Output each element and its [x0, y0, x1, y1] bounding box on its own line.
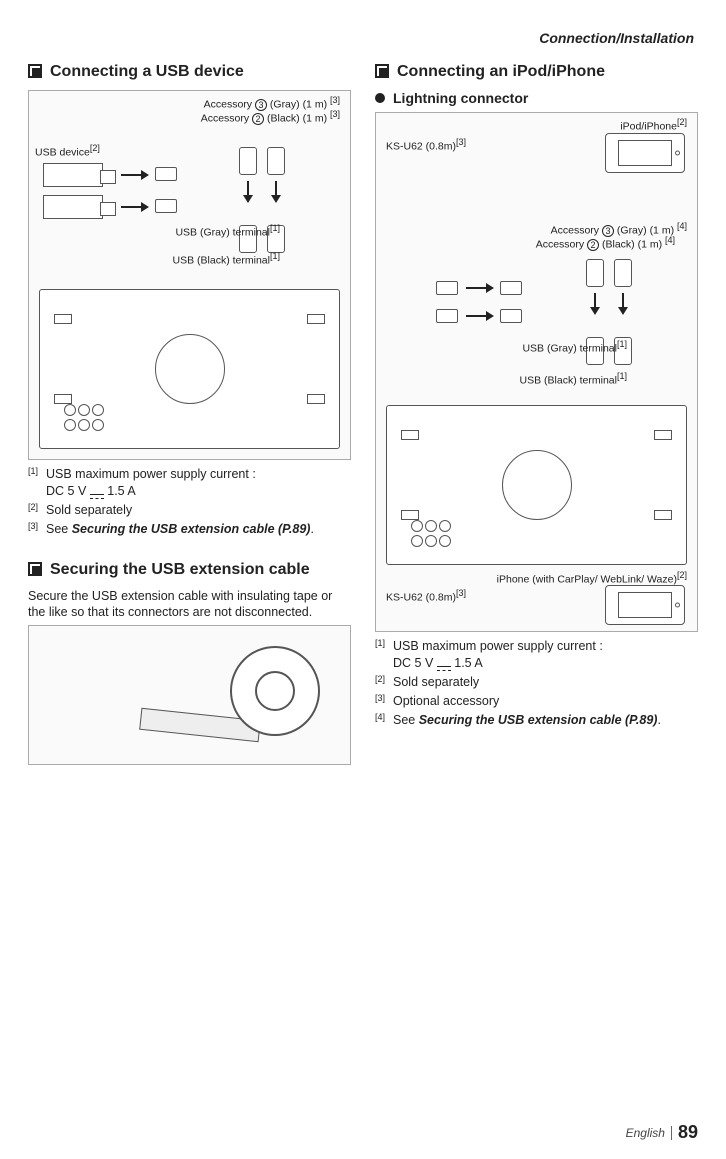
usb-device-icon-2 — [43, 195, 103, 219]
heading-securing-cable: Securing the USB extension cable — [28, 560, 351, 580]
plug-icon — [155, 167, 177, 181]
page-header: Connection/Installation — [28, 30, 698, 46]
label-iphone-carplay: iPhone (with CarPlay/ WebLink/ Waze)[2] — [497, 570, 687, 586]
notes-ipod: [1] USB maximum power supply current : D… — [375, 638, 698, 728]
label-usb-gray-terminal-r: USB (Gray) terminal[1] — [522, 339, 627, 355]
plug-icon — [436, 309, 458, 323]
heading-text: Securing the USB extension cable — [50, 560, 310, 580]
left-column: Connecting a USB device Accessory 3 (Gra… — [28, 56, 351, 771]
plug-icon — [500, 309, 522, 323]
notes-usb: [1] USB maximum power supply current : D… — [28, 466, 351, 538]
label-accessory-2: Accessory 2 (Black) (1 m) [3] — [201, 109, 340, 125]
label-ksu62-bottom: KS-U62 (0.8m)[3] — [386, 588, 466, 604]
usb-plug-icon — [267, 147, 285, 175]
arrow-down-icon — [594, 293, 596, 313]
square-bullet-icon — [375, 64, 389, 78]
page-footer: English 89 — [626, 1122, 698, 1143]
diagram-ipod-connection: iPod/iPhone[2] KS-U62 (0.8m)[3] Accessor… — [375, 112, 698, 632]
footer-separator — [671, 1126, 672, 1140]
label-usb-black-terminal: USB (Black) terminal[1] — [173, 251, 280, 267]
subheading-lightning: Lightning connector — [375, 90, 698, 106]
iphone-device-icon — [605, 585, 685, 625]
note-r2: [2] Sold separately — [375, 674, 698, 691]
note-r4: [4] See Securing the USB extension cable… — [375, 712, 698, 729]
note-r1: [1] USB maximum power supply current : D… — [375, 638, 698, 672]
plug-icon — [155, 199, 177, 213]
label-accessory-2-r: Accessory 2 (Black) (1 m) [4] — [536, 235, 675, 251]
plug-icon — [436, 281, 458, 295]
heading-text: Connecting a USB device — [50, 62, 244, 82]
head-unit-rear-icon — [39, 289, 340, 449]
diagram-tape — [28, 625, 351, 765]
heading-connecting-usb: Connecting a USB device — [28, 62, 351, 82]
usb-plug-icon — [614, 259, 632, 287]
label-ksu62-top: KS-U62 (0.8m)[3] — [386, 137, 466, 153]
usb-plug-icon — [239, 147, 257, 175]
label-usb-black-terminal-r: USB (Black) terminal[1] — [520, 371, 627, 387]
ipod-device-icon — [605, 133, 685, 173]
note-1: [1] USB maximum power supply current : D… — [28, 466, 351, 500]
usb-plug-icon — [586, 259, 604, 287]
arrow-down-icon — [247, 181, 249, 201]
plug-icon — [500, 281, 522, 295]
securing-cable-body: Secure the USB extension cable with insu… — [28, 588, 351, 622]
arrow-down-icon — [275, 181, 277, 201]
footer-language: English — [626, 1126, 665, 1140]
label-usb-gray-terminal: USB (Gray) terminal[1] — [175, 223, 280, 239]
diagram-usb-connection: Accessory 3 (Gray) (1 m) [3] Accessory 2… — [28, 90, 351, 460]
arrow-down-icon — [622, 293, 624, 313]
square-bullet-icon — [28, 562, 42, 576]
label-usb-device: USB device[2] — [35, 143, 100, 159]
note-2: [2] Sold separately — [28, 502, 351, 519]
dot-bullet-icon — [375, 93, 385, 103]
footer-page-number: 89 — [678, 1122, 698, 1143]
note-3: [3] See Securing the USB extension cable… — [28, 521, 351, 538]
right-column: Connecting an iPod/iPhone Lightning conn… — [375, 56, 698, 771]
arrow-icon — [121, 174, 147, 176]
tape-roll-icon — [220, 646, 320, 746]
subheading-text: Lightning connector — [393, 90, 528, 106]
square-bullet-icon — [28, 64, 42, 78]
arrow-icon — [466, 315, 492, 317]
heading-text: Connecting an iPod/iPhone — [397, 62, 605, 82]
heading-connecting-ipod: Connecting an iPod/iPhone — [375, 62, 698, 82]
arrow-icon — [121, 206, 147, 208]
usb-device-icon-1 — [43, 163, 103, 187]
label-ipod-iphone: iPod/iPhone[2] — [620, 117, 687, 133]
arrow-icon — [466, 287, 492, 289]
head-unit-rear-icon — [386, 405, 687, 565]
note-r3: [3] Optional accessory — [375, 693, 698, 710]
